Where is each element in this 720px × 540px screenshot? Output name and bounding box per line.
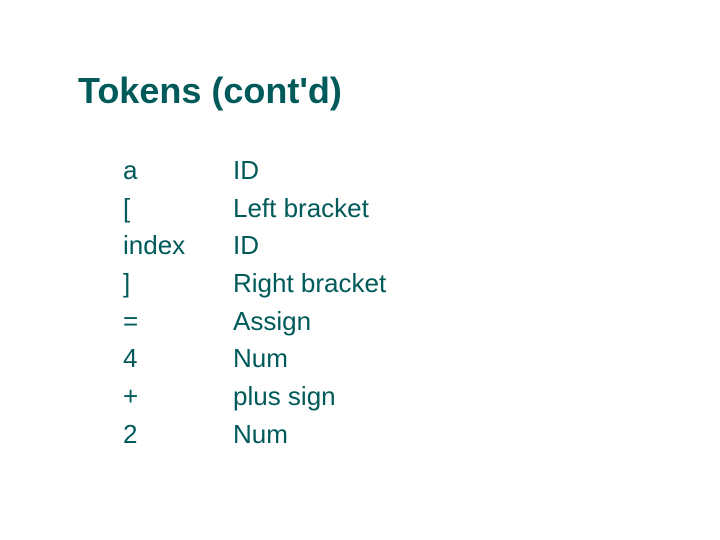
token-row: a ID [123,152,720,190]
token-lexeme: 2 [123,416,233,454]
token-row: = Assign [123,303,720,341]
token-type: Left bracket [233,190,720,228]
token-lexeme: ] [123,265,233,303]
slide-content: Tokens (cont'd) a ID [ Left bracket inde… [0,0,720,454]
token-type: Num [233,340,720,378]
token-type: ID [233,152,720,190]
token-lexeme: 4 [123,340,233,378]
token-row: 4 Num [123,340,720,378]
slide-title: Tokens (cont'd) [78,70,720,112]
token-row: ] Right bracket [123,265,720,303]
token-type: Num [233,416,720,454]
token-type: plus sign [233,378,720,416]
token-lexeme: [ [123,190,233,228]
token-lexeme: + [123,378,233,416]
token-lexeme: = [123,303,233,341]
token-row: 2 Num [123,416,720,454]
token-row: [ Left bracket [123,190,720,228]
token-row: index ID [123,227,720,265]
token-type: Assign [233,303,720,341]
token-row: + plus sign [123,378,720,416]
token-table: a ID [ Left bracket index ID ] Right bra… [78,152,720,454]
token-lexeme: index [123,227,233,265]
token-lexeme: a [123,152,233,190]
token-type: ID [233,227,720,265]
token-type: Right bracket [233,265,720,303]
